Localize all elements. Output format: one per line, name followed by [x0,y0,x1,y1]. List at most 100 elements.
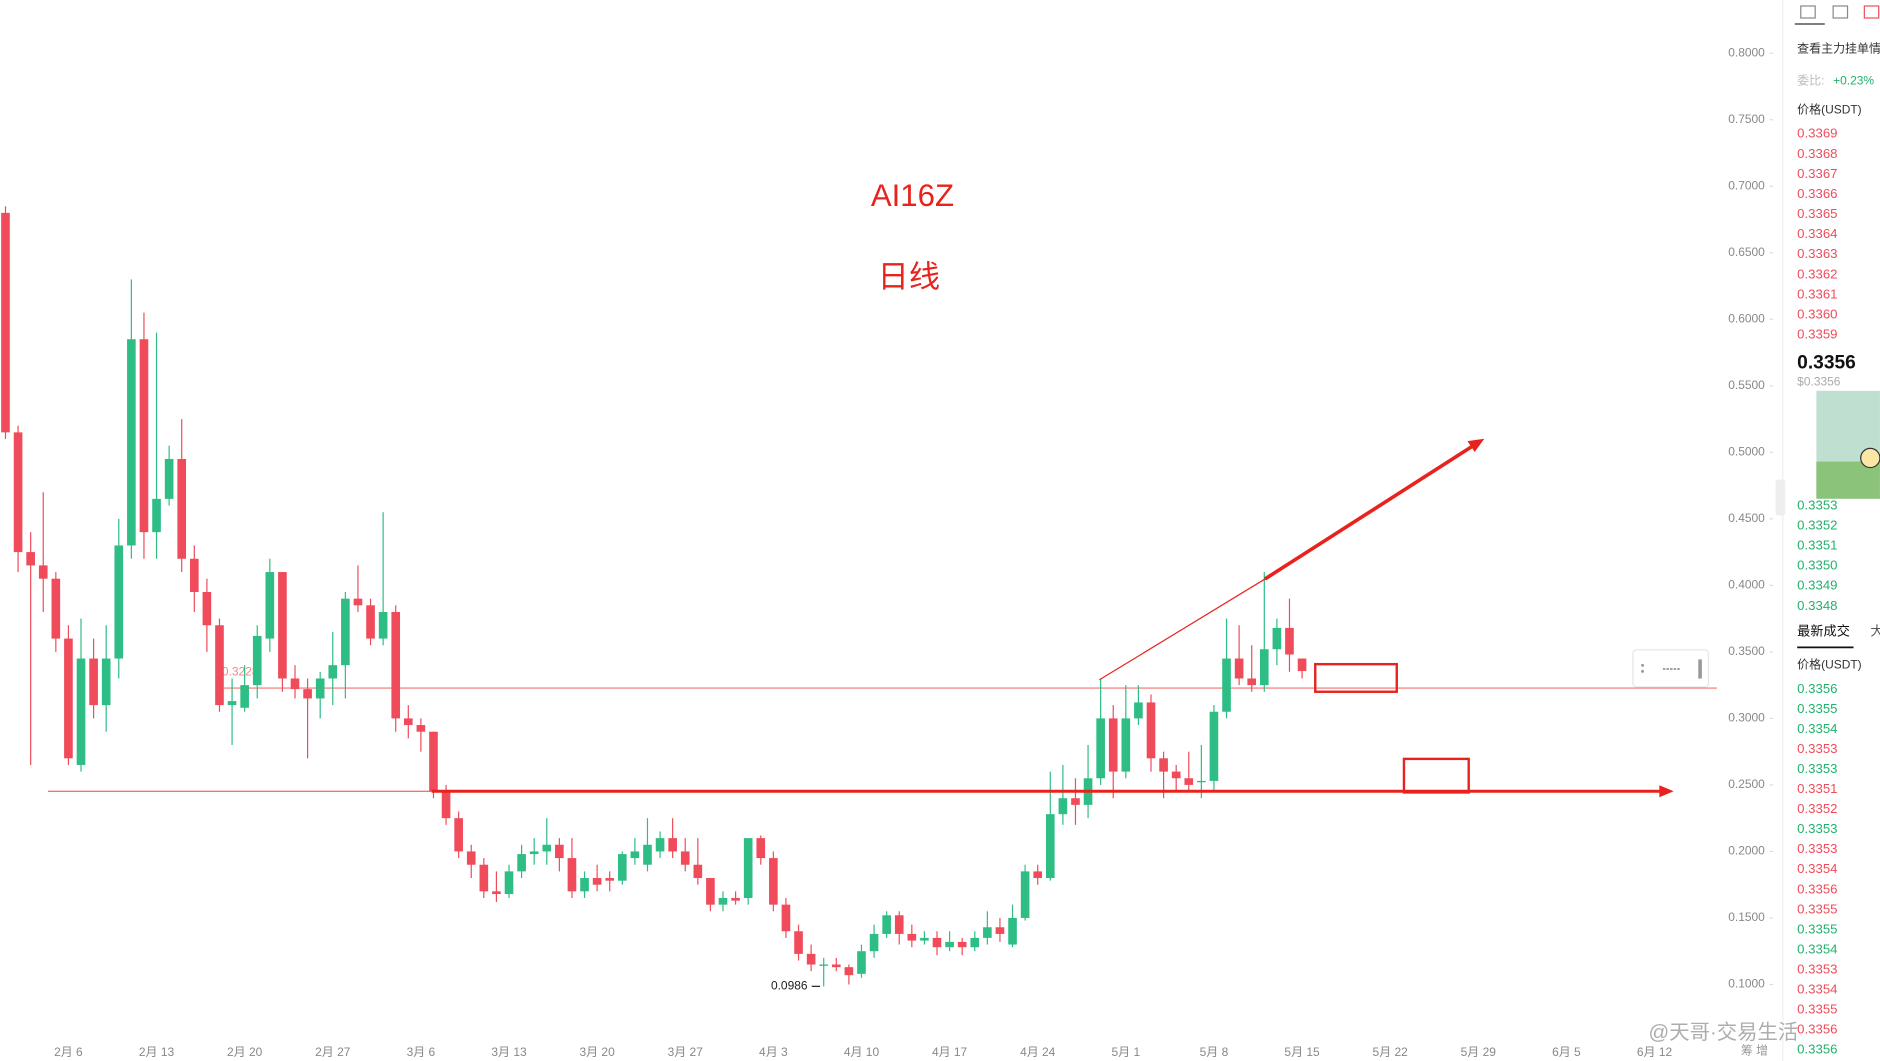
candle-body [680,851,690,865]
ratio-label: 委比: [1797,74,1824,88]
trade-price: 0.3356 [1797,881,1837,896]
candle-body [1108,718,1118,772]
candle-body [769,858,778,905]
x-tick-label: 4月 10 [844,1045,880,1059]
candle-body [983,927,992,938]
trade-price: 0.3354 [1797,941,1837,956]
candle-body [592,878,602,885]
collapse-button[interactable] [1775,479,1786,516]
trade-price: 0.3356 [1797,1022,1837,1037]
plot: 0.8000 0.7500 0.7000 0.6500 0.6000 0.5500 0.50… [1,45,1774,1059]
candle-body [643,844,652,865]
candle-body [466,851,476,865]
candle-body [668,838,677,852]
x-tick-label: 3月 6 [407,1045,436,1059]
candle-body [189,558,199,593]
low-label: 0.0986 [771,979,808,993]
trades-tab[interactable]: 大 [1870,623,1880,638]
x-tick-label: 6月 12 [1637,1045,1673,1059]
candle-body [215,625,224,706]
x-tick-label: 2月 20 [227,1045,263,1059]
trade-price: 0.3353 [1797,841,1837,856]
bid-price: 0.3348 [1797,598,1837,613]
price-header: 价格(USDT) [1797,101,1862,116]
bid-price: 0.3349 [1797,578,1837,593]
candle-body [756,838,766,859]
candle-body [1285,627,1294,655]
candle-body [957,941,967,948]
annotation-box [1314,662,1398,693]
candle-body [567,858,577,892]
candle-body [240,685,249,708]
y-tick-label: 0.7000 [1728,178,1765,192]
candle-body [278,572,287,679]
candle-body [114,545,124,659]
trade-price: 0.3353 [1797,821,1837,836]
trade-price: 0.3356 [1797,1042,1837,1057]
candle-body [328,665,338,679]
trades-tab[interactable]: 最新成交 [1797,622,1850,638]
candle-body [366,605,375,639]
y-tick-label: 0.2500 [1728,777,1765,791]
candle-body [718,897,728,905]
candle-body [13,432,23,553]
candle-body [693,864,703,879]
candle-body [1071,798,1080,805]
candle-body [1259,649,1269,686]
trades-header: 价格(USDT) [1797,657,1862,672]
candle-body [894,915,904,934]
trade-price: 0.3355 [1797,901,1837,916]
grip [1641,669,1644,673]
x-tick-label: 5月 29 [1461,1045,1497,1059]
trend-line [1263,443,1476,581]
grip [1641,663,1644,667]
y-tick-label: 0.1500 [1728,910,1765,924]
annotation-box [1402,757,1470,794]
trade-price: 0.3354 [1797,721,1837,736]
y-tick-label: 0.6000 [1728,311,1765,325]
trade-price: 0.3356 [1797,681,1837,696]
last-price-usd: $0.3356 [1797,375,1841,389]
candle-body [831,964,841,968]
candle-body [51,578,61,639]
ask-price: 0.3366 [1797,186,1837,201]
ask-price: 0.3367 [1797,166,1837,181]
candle-body [1209,711,1219,781]
arrow-head [1467,438,1485,452]
candle-body [315,678,325,699]
y-tick-label: 0.3500 [1728,644,1765,658]
candle-body [391,611,401,719]
y-tick-label: 0.2000 [1728,844,1765,858]
candle-body [1272,627,1282,650]
bid-price: 0.3351 [1797,538,1837,553]
view-icon[interactable] [1800,5,1816,19]
candle-body [781,904,791,932]
candle-body [580,878,589,892]
trade-price: 0.3354 [1797,861,1837,876]
candle-body [819,964,829,966]
candle-body [152,498,161,533]
candle-body [1159,758,1168,772]
candle-body [303,689,312,699]
candle-body [706,878,715,905]
candle-body [1,212,10,433]
candle-body [1197,780,1206,783]
candle-body [617,854,627,881]
view-icon[interactable] [1863,5,1880,19]
view-icon[interactable] [1832,5,1849,19]
candle-body [555,844,564,859]
candle-body [416,725,426,732]
x-tick-label: 4月 24 [1020,1045,1056,1059]
candle-body [492,891,501,895]
candle-body [907,933,917,941]
candle-body [1247,678,1257,686]
candle-body [806,953,816,965]
book-title[interactable]: 查看主力挂单情 [1797,41,1880,55]
candle-body [1121,718,1131,772]
candle-body [1033,871,1043,879]
candle-body [857,951,866,974]
price-line-label: 0.3228 [222,665,259,679]
x-tick-label: 5月 22 [1373,1045,1409,1059]
book-lists: 0.3369 0.3368 0.3367 0.3366 0.3365 0.3364 0.33… [1797,126,1837,1057]
